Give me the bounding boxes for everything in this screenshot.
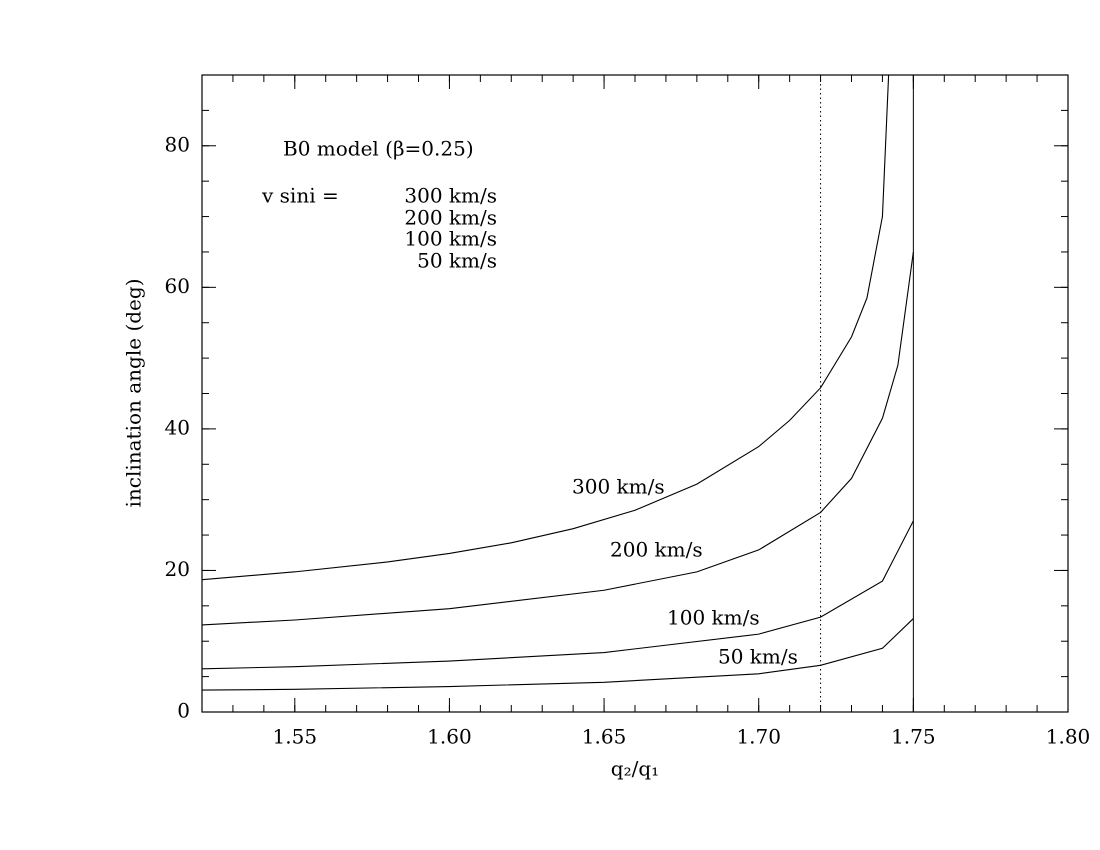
series-line [201,520,914,670]
legend-entry: 300 km/s [404,184,497,208]
y-tick-label: 80 [165,132,190,156]
y-tick-label: 40 [165,415,190,439]
x-axis-label: q₂/q₁ [611,757,659,781]
curve-label: 300 km/s [572,475,665,499]
y-axis-label: inclination angle (deg) [122,278,146,507]
x-tick-label: 1.55 [273,725,318,749]
x-tick-label: 1.60 [427,725,472,749]
series-line [201,74,890,581]
legend-entry: 200 km/s [404,206,497,230]
curve-label: 50 km/s [718,645,798,669]
series-line [201,251,914,626]
legend-entry: 50 km/s [417,249,497,273]
series-line [201,618,914,691]
x-tick-label: 1.65 [582,725,627,749]
x-tick-label: 1.70 [736,725,781,749]
y-tick-label: 0 [177,699,190,723]
curve-label: 200 km/s [610,538,703,562]
curve-label: 100 km/s [667,606,760,630]
x-tick-label: 1.75 [891,725,936,749]
model-annotation: B0 model (β=0.25) [283,137,474,161]
plot-frame [201,74,1069,713]
y-tick-label: 20 [165,557,190,581]
x-tick-label: 1.80 [1046,725,1091,749]
legend-entry: 100 km/s [404,227,497,251]
y-tick-label: 60 [165,274,190,298]
legend-prefix: v sini = [261,184,339,208]
